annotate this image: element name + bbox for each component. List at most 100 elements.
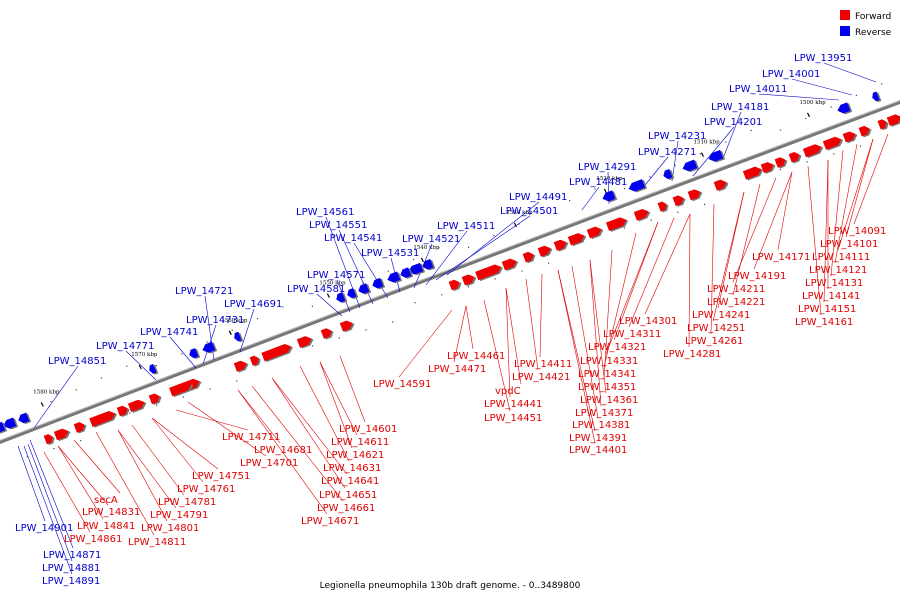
track-dot [806, 161, 808, 163]
reverse-gene-label: LPW_14721 [175, 286, 233, 297]
forward-gene-label: LPW_14651 [319, 490, 377, 501]
legend-forward-swatch [840, 10, 850, 20]
track-dot [236, 380, 238, 382]
reverse-leader-line [692, 126, 735, 177]
forward-leader-line [237, 389, 328, 515]
track-dot [521, 270, 523, 272]
forward-gene-arrow [842, 131, 858, 144]
leader-lines-layer [17, 62, 889, 575]
forward-gene-label: LPW_14811 [128, 537, 186, 548]
track-dot [674, 164, 676, 166]
track-dot [569, 200, 571, 202]
forward-gene-arrow [461, 274, 477, 287]
forward-gene-label: LPW_14781 [158, 497, 216, 508]
gene-arrow-body [169, 381, 192, 397]
gene-arrow-body [89, 410, 116, 427]
gene-arrow-body [43, 434, 53, 445]
track-dot [855, 94, 857, 96]
scale-tick [138, 364, 142, 370]
forward-leader-line [151, 417, 204, 483]
reverse-leader-line [425, 230, 468, 286]
track-dot [53, 448, 55, 450]
gene-arrow-body [682, 159, 698, 172]
track-dot [548, 262, 550, 264]
forward-gene-arrow [858, 125, 872, 138]
forward-gene-label: LPW_14171 [752, 252, 810, 263]
forward-gene-label: LPW_14251 [687, 323, 745, 334]
reverse-gene-arrow [372, 277, 386, 290]
track-dot [282, 306, 284, 308]
forward-gene-label: LPW_14471 [428, 364, 486, 375]
reverse-gene-arrow [18, 412, 32, 425]
scale-tick [806, 112, 811, 118]
track-dot [650, 219, 652, 221]
track-dot [231, 329, 233, 331]
track-dot [181, 353, 183, 355]
track-dot [438, 247, 440, 249]
scale-tick-label: 1500 kbp [800, 100, 827, 106]
forward-gene-label: LPW_14101 [820, 239, 878, 250]
gene-arrow-body [202, 341, 216, 353]
forward-gene-label: LPW_14091 [828, 226, 886, 237]
forward-leader-line [465, 305, 474, 350]
gene-arrow-body [0, 421, 6, 434]
track-dot [677, 211, 679, 213]
forward-leader-line [505, 287, 511, 398]
reverse-leader-line [23, 445, 73, 575]
forward-leader-line [505, 287, 522, 385]
legend-reverse-label: Reverse [855, 28, 892, 38]
gene-arrow-body [742, 166, 762, 180]
reverse-gene-label: LPW_14731 [186, 315, 244, 326]
gene-arrow-body [886, 114, 900, 126]
forward-gene-label: LPW_14841 [77, 521, 135, 532]
gene-arrow-body [837, 102, 851, 114]
forward-gene-label: LPW_14371 [575, 408, 633, 419]
forward-gene-arrow [448, 279, 462, 292]
forward-gene-label: LPW_14351 [578, 382, 636, 393]
forward-gene-label: LPW_14631 [323, 463, 381, 474]
forward-gene-label: LPW_14381 [572, 420, 630, 431]
reverse-gene-label: LPW_14551 [309, 220, 367, 231]
gene-arrow-body [877, 119, 887, 130]
track-dot [805, 117, 807, 120]
track-dot [623, 227, 626, 229]
track-dot [156, 404, 158, 406]
track-dot [467, 286, 470, 288]
forward-gene-arrow [774, 157, 788, 169]
reverse-gene-label: LPW_14881 [42, 563, 100, 574]
forward-leader-line [175, 409, 249, 431]
track-dot [126, 365, 128, 367]
gene-arrow-body [501, 258, 517, 271]
forward-gene-label: LPW_14391 [569, 433, 627, 444]
reverse-gene-label: LPW_14871 [43, 550, 101, 561]
reverse-leader-line [125, 350, 157, 381]
reverse-gene-arrow [682, 159, 700, 173]
forward-gene-label: LPW_14751 [192, 471, 250, 482]
caption: Legionella pneumophila 130b draft genome… [320, 581, 581, 591]
gene-arrow-body [858, 125, 870, 137]
forward-gene-arrow [522, 251, 536, 264]
reverse-gene-label: LPW_14521 [402, 234, 460, 245]
track-dot [209, 388, 211, 390]
forward-gene-label: LPW_14661 [317, 503, 375, 514]
gene-arrow-body [261, 343, 292, 362]
forward-leader-line [151, 417, 219, 470]
genome-backbone [0, 100, 900, 444]
gene-arrow-body [586, 226, 602, 239]
reverse-gene-label: LPW_14501 [500, 206, 558, 217]
track-dot [467, 246, 470, 248]
gene-arrow-body [189, 348, 199, 359]
track-dot [779, 169, 782, 171]
track-dot [441, 294, 443, 296]
gene-arrow-body [657, 201, 667, 212]
forward-gene-label: LPW_14211 [707, 284, 765, 295]
reverse-gene-arrow [202, 341, 218, 354]
reverse-gene-label: LPW_14481 [569, 177, 627, 188]
gene-arrow-body [127, 399, 145, 413]
reverse-leader-line [446, 201, 540, 276]
reverse-gene-label: LPW_14511 [437, 221, 495, 232]
forward-leader-line [732, 183, 761, 296]
forward-leader-line [834, 143, 858, 264]
